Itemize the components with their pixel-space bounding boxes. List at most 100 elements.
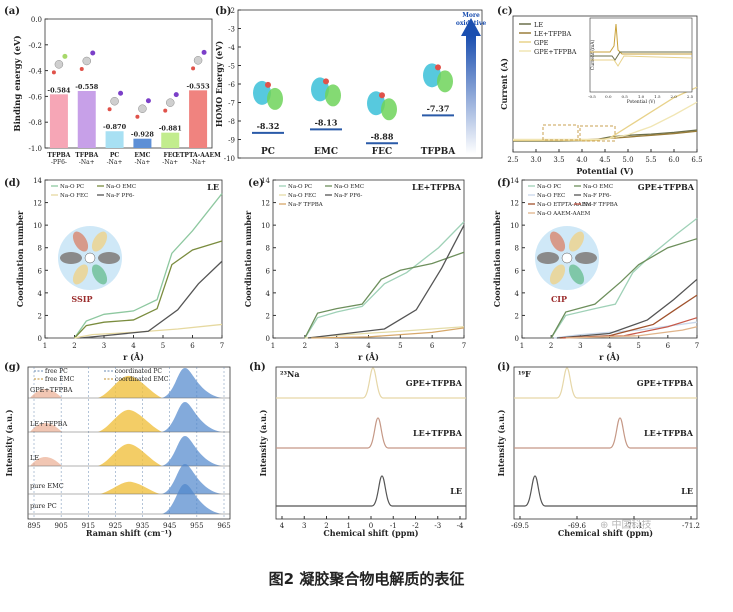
- x-tick-label: 2: [549, 342, 553, 350]
- solvent-molecule: [91, 264, 108, 285]
- x-tick-label: -1: [390, 522, 397, 530]
- atom-icon: [379, 92, 385, 99]
- x-tick-label: 2: [324, 522, 328, 530]
- y-tick-label: 6: [515, 267, 520, 275]
- series-line: [307, 224, 465, 339]
- x-category-label: -Na+: [134, 159, 150, 166]
- atom-icon: [79, 66, 84, 71]
- solvent-molecule: [72, 264, 89, 285]
- inset-tick-label: -0.5: [588, 94, 596, 99]
- x-tick-label: 6: [666, 342, 671, 350]
- y-tick-label: 14: [261, 177, 270, 185]
- nmr-spectrum: [276, 417, 466, 449]
- series-label: LE+TFPBA: [30, 420, 68, 428]
- x-category-label: EMC: [134, 152, 150, 159]
- y-tick-label: 0: [38, 335, 42, 343]
- y-tick-label: 2: [38, 312, 42, 320]
- solvent-molecule: [60, 252, 82, 264]
- y-tick-label: 14: [510, 177, 519, 185]
- y-axis-label: Coordination number: [492, 210, 502, 307]
- x-tick-label: 3.0: [530, 156, 541, 164]
- x-tick-label: 3: [102, 342, 106, 350]
- x-tick-label: 1: [271, 342, 275, 350]
- y-tick-label: -5: [228, 63, 235, 71]
- orbital-lobe: [437, 70, 453, 93]
- inset-tick-label: 1.0: [638, 94, 645, 99]
- y-tick-label: -4: [228, 44, 235, 52]
- y-tick-label: 10: [33, 222, 42, 230]
- x-tick-label: 6: [430, 342, 435, 350]
- x-tick-label: 3: [578, 342, 582, 350]
- series-line: [304, 221, 465, 339]
- x-tick-label: 5: [636, 342, 640, 350]
- panel-label: (e): [248, 178, 264, 189]
- y-tick-label: -1.0: [29, 145, 43, 153]
- y-axis-label: HOMO Energy (eV): [214, 41, 224, 127]
- y-axis-label: Current (A): [499, 58, 509, 110]
- y-tick-label: 0: [515, 335, 519, 343]
- zoom-box: [579, 125, 616, 142]
- nmr-spectrum: [514, 367, 697, 399]
- panel-a: (a) Binding energy (eV) 0.0 -0.2 -0.4 -0.6 -0.…: [4, 6, 221, 166]
- bar: [133, 138, 152, 148]
- molecule-name-label: EMC: [314, 147, 338, 157]
- x-tick-label: -71.1: [625, 522, 643, 530]
- y-tick-label: -8: [228, 118, 235, 126]
- series-label: pure PC: [30, 502, 57, 510]
- x-category-label: -Na+: [79, 159, 95, 166]
- legend-entry: free EMC: [45, 376, 75, 383]
- ion-icon: [118, 90, 124, 96]
- y-tick-label: 2: [266, 312, 270, 320]
- zoom-box: [542, 124, 579, 141]
- solvent-molecule: [549, 264, 566, 285]
- molecule-icon: [82, 56, 91, 66]
- x-category-label: -PF6-: [51, 159, 67, 166]
- x-tick-label: -3: [434, 522, 441, 530]
- raman-peak-fill: [98, 409, 162, 432]
- y-tick-label: 4: [515, 290, 520, 298]
- solvent-molecule: [568, 231, 585, 252]
- panel-label: (i): [497, 362, 510, 373]
- inset-tick-label: 2.5: [687, 94, 694, 99]
- y-tick-label: 8: [38, 245, 42, 253]
- panel-label: (a): [4, 6, 20, 17]
- legend-entry: free PC: [45, 368, 68, 375]
- inset-frame: [589, 17, 693, 93]
- atom-icon: [265, 81, 271, 88]
- legend-entry: Na-O EMC: [583, 184, 613, 190]
- solvation-tag: CIP: [551, 294, 567, 304]
- series-label: pure EMC: [30, 482, 64, 490]
- series-line: [565, 326, 698, 339]
- legend-entry: Na-O EMC: [334, 184, 364, 190]
- legend-entry: Na-O EMC: [106, 184, 136, 190]
- inset-x-label: Potential (V): [627, 98, 656, 105]
- y-tick-label: 14: [33, 177, 42, 185]
- orbital-lobe: [267, 87, 283, 110]
- nmr-spectrum: [276, 475, 466, 507]
- x-tick-label: 3: [334, 342, 338, 350]
- molecule-name-label: PC: [261, 147, 275, 157]
- x-tick-label: 6.5: [691, 156, 702, 164]
- atom-icon: [435, 64, 441, 71]
- y-tick-label: -0.6: [29, 93, 43, 101]
- arrow-label: More: [462, 12, 480, 19]
- panel-title: LE: [207, 182, 219, 192]
- y-tick-label: 4: [38, 290, 43, 298]
- series-label: GPE+TFPBA: [30, 386, 73, 394]
- panel-g: (g) Intensity (a.u.) Raman shift (cm⁻¹) 895…: [4, 362, 231, 538]
- figure-caption: 图2 凝胶聚合物电解质的表征: [268, 570, 465, 588]
- series-line: [73, 193, 223, 339]
- x-tick-label: 4: [280, 522, 285, 530]
- x-tick-label: 895: [27, 522, 40, 530]
- x-tick-label: 4: [366, 342, 371, 350]
- inset-tick-label: 0.0: [605, 94, 612, 99]
- inset-y-label: Current (mA): [589, 40, 596, 71]
- watermark: ⊕ 中国科技: [600, 520, 652, 531]
- bar: [189, 90, 208, 148]
- y-tick-label: -3: [228, 26, 235, 34]
- y-tick-label: 12: [261, 200, 270, 208]
- bar-value-label: -0.881: [159, 125, 182, 133]
- x-tick-label: -4: [457, 522, 464, 530]
- plot-frame: [513, 366, 698, 520]
